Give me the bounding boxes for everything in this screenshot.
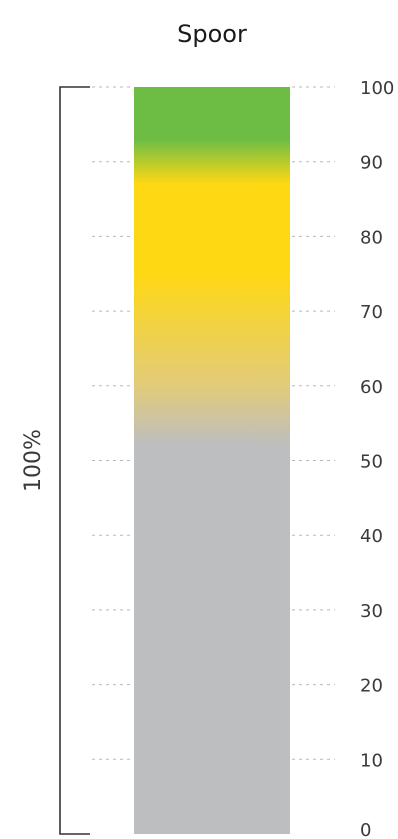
y-tick-label: 10 [360,750,383,771]
level-bar [134,87,290,834]
y-tick-label: 90 [360,153,383,174]
y-tick-label: 60 [360,377,383,398]
bracket-label: 100% [21,429,46,492]
y-tick-label: 100 [360,78,394,99]
chart-title: Spoor [177,20,247,48]
y-tick-label: 0 [360,820,371,839]
y-axis-ticks: 0 10 20 30 40 50 60 70 80 90 100 [360,78,394,839]
y-tick-label: 30 [360,601,383,622]
y-tick-label: 20 [360,676,383,697]
range-bracket [59,86,90,835]
gridlines [92,86,335,760]
y-tick-label: 50 [360,452,383,473]
y-tick-label: 40 [360,526,383,547]
y-tick-label: 80 [360,227,383,248]
y-tick-label: 70 [360,302,383,323]
